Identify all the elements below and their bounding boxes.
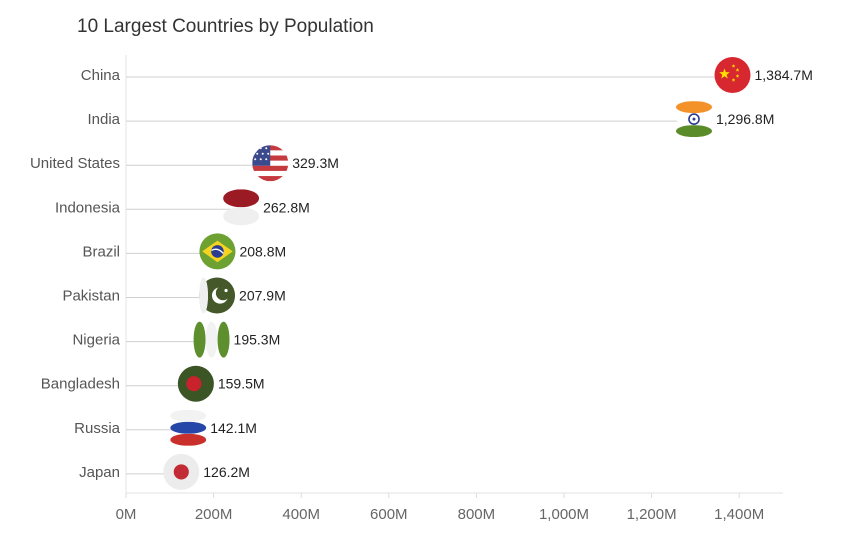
- value-label: 208.8M: [239, 243, 286, 259]
- x-axis: 0M 200M 400M 600M 800M 1,000M 1,200M 1,400M: [116, 55, 783, 523]
- value-label: 329.3M: [292, 155, 339, 171]
- chart-marks: China 1,384.7M India 1,296.8M United States 3…: [30, 57, 813, 490]
- x-tick-label: 1,200M: [627, 506, 677, 523]
- category-label: Japan: [79, 464, 120, 481]
- category-label: Pakistan: [62, 288, 120, 305]
- x-tick-label: 600M: [370, 506, 408, 523]
- value-label: 1,296.8M: [716, 111, 774, 127]
- category-label: Bangladesh: [41, 376, 120, 393]
- lollipop-row: United States 329.3M: [30, 145, 339, 182]
- lollipop-row: China 1,384.7M: [81, 57, 813, 93]
- category-label: United States: [30, 155, 120, 172]
- category-label: Brazil: [82, 243, 120, 260]
- category-label: India: [87, 111, 120, 128]
- nigeria-flag-icon: [193, 321, 230, 358]
- lollipop-row: India 1,296.8M: [87, 101, 774, 138]
- chart-title: 10 Largest Countries by Population: [77, 16, 374, 37]
- x-tick-label: 0M: [116, 506, 137, 523]
- value-label: 207.9M: [239, 288, 286, 304]
- x-tick-label: 200M: [195, 506, 233, 523]
- value-label: 126.2M: [203, 464, 250, 480]
- china-flag-icon: [714, 57, 751, 93]
- lollipop-row: Pakistan 207.9M: [62, 277, 286, 314]
- lollipop-row: Nigeria 195.3M: [72, 321, 281, 358]
- category-label: Nigeria: [72, 332, 120, 349]
- pakistan-flag-icon: [199, 277, 236, 314]
- category-label: Indonesia: [55, 199, 121, 216]
- japan-flag-icon: [163, 453, 200, 490]
- category-label: China: [81, 67, 121, 84]
- brazil-flag-icon: [199, 233, 236, 270]
- bangladesh-flag-icon: [177, 365, 214, 402]
- indonesia-flag-icon: [223, 189, 260, 226]
- lollipop-row: Japan 126.2M: [79, 453, 250, 490]
- category-label: Russia: [74, 420, 121, 437]
- x-tick-label: 1,400M: [714, 506, 764, 523]
- india-flag-icon: [675, 101, 712, 138]
- lollipop-row: Bangladesh 159.5M: [41, 365, 265, 402]
- value-label: 159.5M: [218, 376, 265, 392]
- value-label: 195.3M: [234, 332, 281, 348]
- x-tick-label: 400M: [282, 506, 320, 523]
- lollipop-row: Russia 142.1M: [74, 409, 257, 446]
- x-tick-label: 1,000M: [539, 506, 589, 523]
- russia-flag-icon: [170, 409, 207, 446]
- lollipop-row: Brazil 208.8M: [82, 233, 286, 270]
- value-label: 1,384.7M: [754, 67, 812, 83]
- usa-flag-icon: [252, 145, 289, 182]
- lollipop-row: Indonesia 262.8M: [55, 189, 310, 226]
- value-label: 262.8M: [263, 199, 310, 215]
- value-label: 142.1M: [210, 420, 257, 436]
- x-tick-label: 800M: [458, 506, 496, 523]
